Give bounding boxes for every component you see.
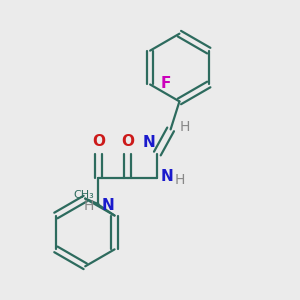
Text: N: N [161,169,174,184]
Text: F: F [160,76,171,91]
Text: H: H [180,120,190,134]
Text: H: H [174,173,185,187]
Text: CH₃: CH₃ [74,190,94,200]
Text: H: H [84,199,94,213]
Text: N: N [142,135,155,150]
Text: N: N [101,198,114,213]
Text: O: O [122,134,134,149]
Text: O: O [92,134,105,149]
